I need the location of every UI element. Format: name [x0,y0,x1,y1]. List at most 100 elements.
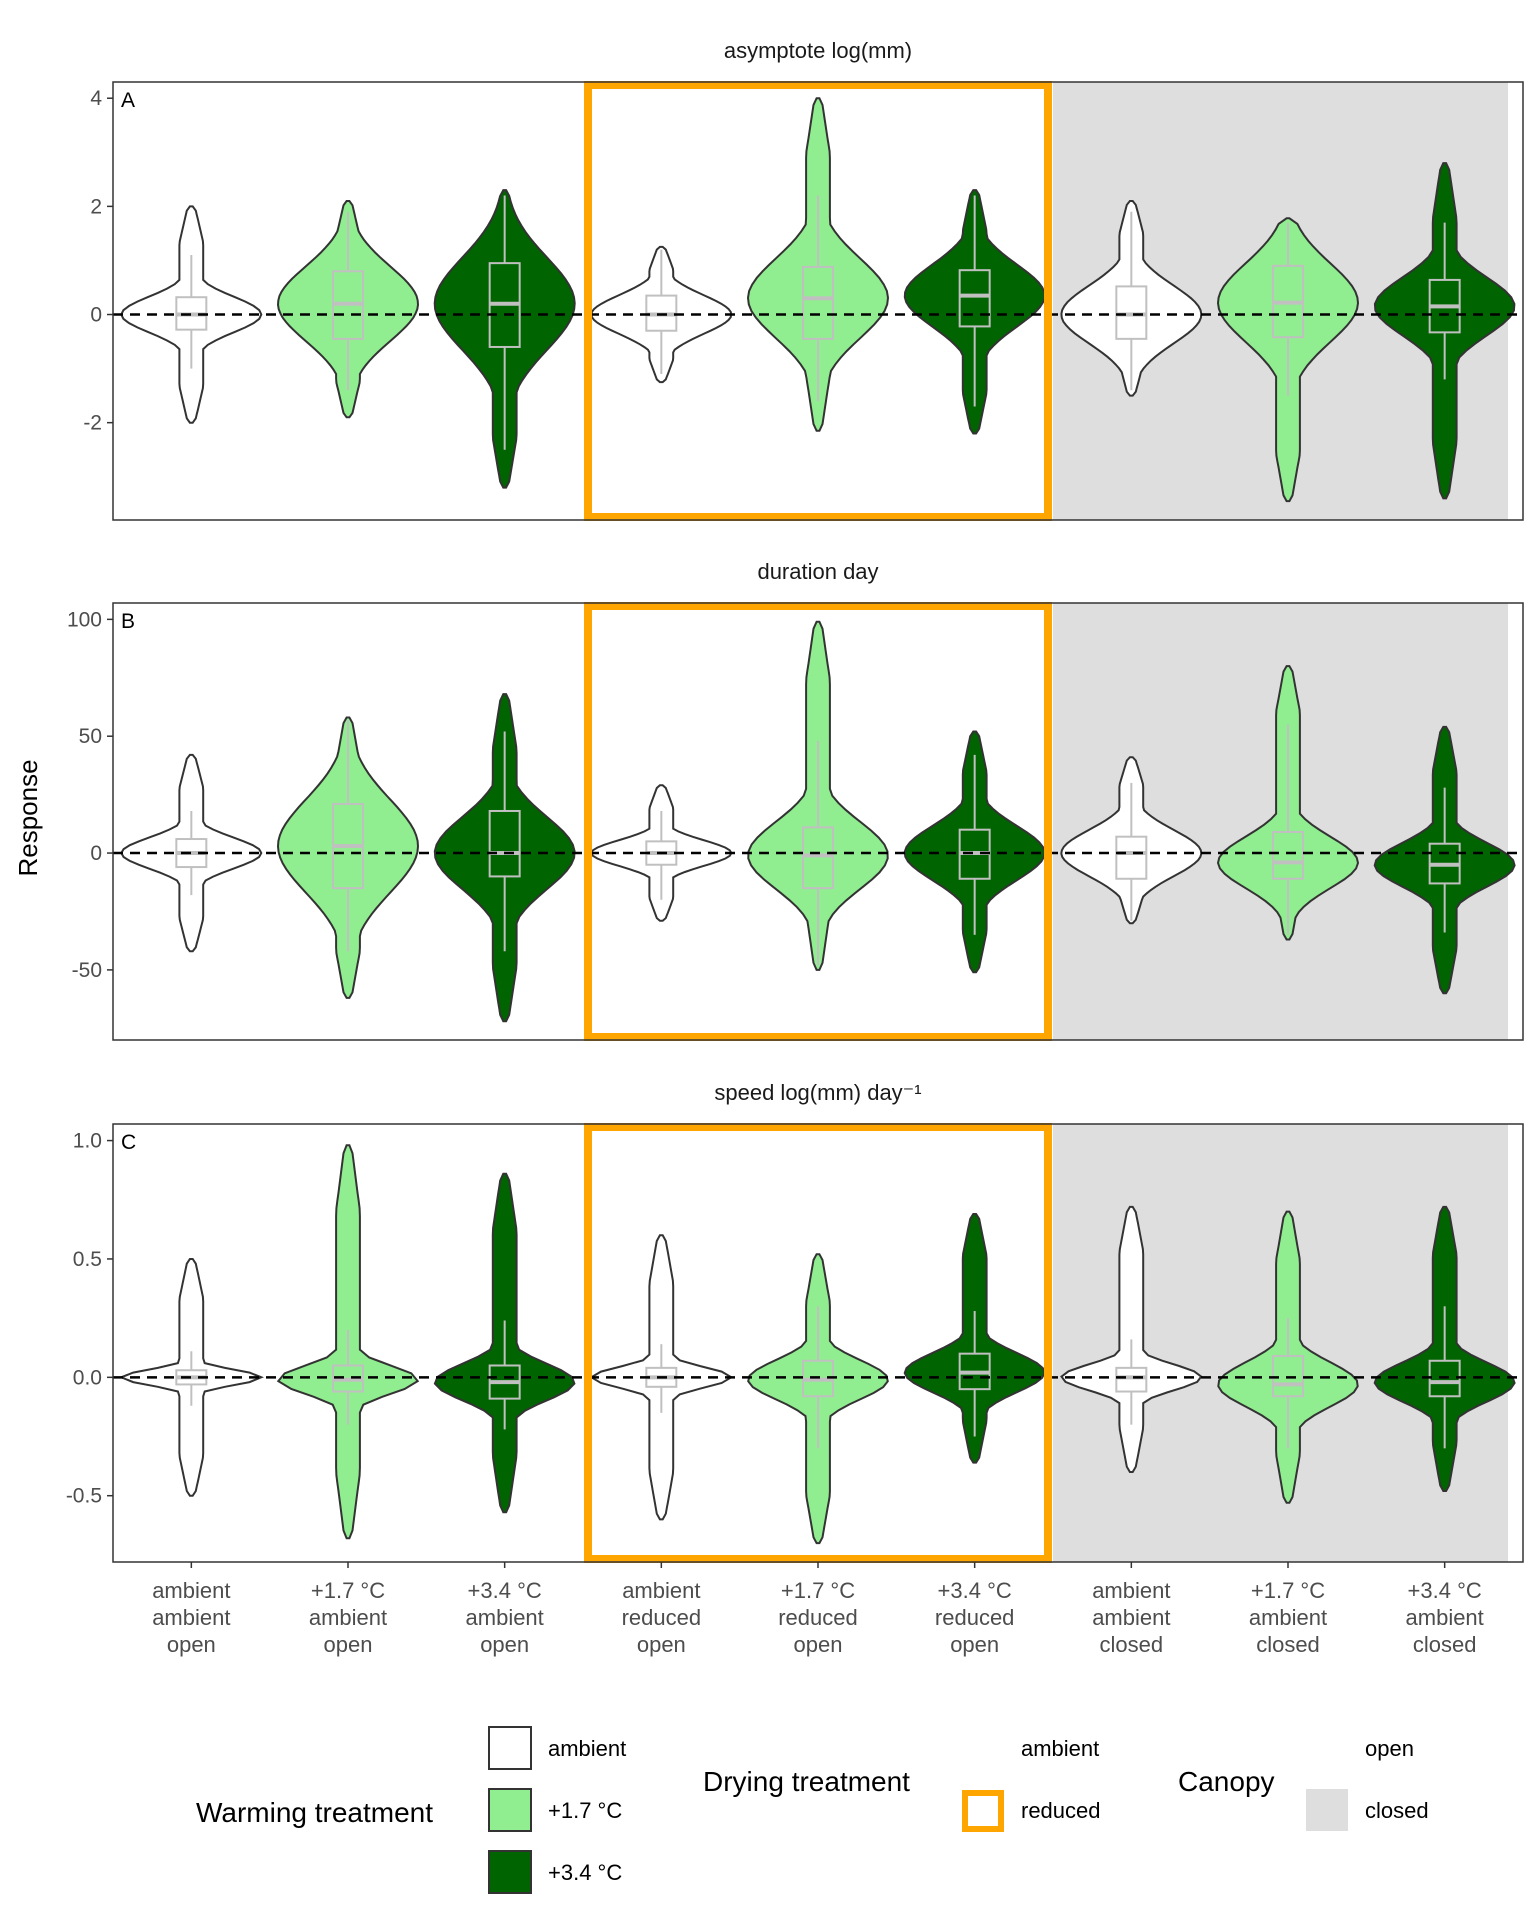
x-tick-label-warming: +1.7 °C [1251,1578,1325,1603]
x-tick-label-canopy: closed [1100,1632,1164,1657]
violin [1373,162,1516,500]
x-tick-label-canopy: open [324,1632,373,1657]
violin-group [1217,1210,1359,1504]
violin-group [1060,200,1203,397]
legend-warming-key [488,1850,532,1894]
x-tick-label-canopy: closed [1256,1632,1320,1657]
x-tick-label-canopy: closed [1413,1632,1477,1657]
legend-drying-label: ambient [1021,1736,1099,1761]
violin-group [747,620,889,971]
panel-letter: A [121,89,135,112]
x-tick-label-warming: ambient [1092,1578,1170,1603]
legend-warming-label: ambient [548,1736,626,1761]
panel-letter: C [121,1131,136,1154]
violin-group [1373,725,1516,995]
x-tick-label-warming: ambient [622,1578,700,1603]
legend-canopy-label: closed [1365,1798,1429,1823]
box [1115,1366,1148,1393]
y-tick-label: 100 [67,608,102,631]
violin-group [433,693,576,1023]
violin [276,200,420,419]
legend-warming-label: +3.4 °C [548,1860,622,1885]
panel-border [112,602,1524,1041]
y-tick-label: 50 [79,725,102,748]
drying-reduced-box [584,602,1052,1041]
violin-group [746,97,890,432]
x-tick-label-canopy: open [167,1632,216,1657]
x-tick-label-drying: ambient [152,1605,230,1630]
panel-title: speed log(mm) day⁻¹ [714,1080,921,1105]
violin-group [1060,756,1203,925]
legend: Warming treatment ambient +1.7 °C +3.4 °C Dr… [196,1726,1429,1894]
legend-drying-key [962,1790,1004,1832]
drying-reduced-box [584,81,1052,521]
x-tick-label-drying: ambient [466,1605,544,1630]
y-tick-label: -0.5 [66,1485,102,1508]
x-tick-label-drying: ambient [1406,1605,1484,1630]
x-tick-label-drying: ambient [309,1605,387,1630]
x-tick-label-warming: +1.7 °C [311,1578,385,1603]
violin-group [903,189,1046,435]
x-tick-label-warming: +3.4 °C [468,1578,542,1603]
violin-group [276,1144,420,1540]
panel-title: duration day [757,559,878,584]
panel-border [112,81,1524,521]
violin [1373,725,1516,995]
box [802,265,834,340]
violin-group [903,1213,1046,1464]
y-tick-label: 4 [90,87,102,110]
violin [433,189,576,489]
x-tick-label-warming: +3.4 °C [938,1578,1012,1603]
box [958,269,991,328]
violin-group [276,716,420,999]
x-tick-label-drying: reduced [622,1605,702,1630]
violin-group [1373,162,1516,500]
y-tick-label: 2 [90,195,102,218]
drying-reduced-box [584,1123,1052,1563]
y-tick-label: -50 [72,959,102,982]
x-tick-label-warming: +1.7 °C [781,1578,855,1603]
legend-canopy-title: Canopy [1178,1766,1275,1797]
x-tick-label-canopy: open [950,1632,999,1657]
violin-group [433,1172,576,1514]
legend-drying-title: Drying treatment [703,1766,910,1797]
legend-canopy-label: open [1365,1736,1414,1761]
x-tick-label-canopy: open [480,1632,529,1657]
x-tick-label-canopy: open [794,1632,843,1657]
violin-group [747,1253,889,1545]
y-tick-label: -2 [83,412,102,435]
violin-group [433,189,576,489]
y-axis-label: Response [13,759,43,876]
x-tick-label-drying: ambient [1249,1605,1327,1630]
panel-letter: B [121,610,135,633]
y-tick-label: 0 [90,842,102,865]
y-tick-label: 0 [90,304,102,327]
panel-A: asymptote log(mm) A4 2 0 -2 [83,38,1524,521]
panel-title: asymptote log(mm) [724,38,912,63]
box [1115,835,1148,880]
violin [1217,1210,1359,1504]
legend-warming-label: +1.7 °C [548,1798,622,1823]
violin-group [276,200,420,419]
legend-warming-title: Warming treatment [196,1797,433,1828]
legend-drying-label: reduced [1021,1798,1101,1823]
panel-C: speed log(mm) day⁻¹ C 1.0 0.5 0.0 -0.5 [66,1080,1524,1563]
x-tick-label-drying: reduced [935,1605,1015,1630]
violin-group [1060,1205,1203,1473]
y-tick-label: 0.5 [73,1248,102,1271]
box [802,826,834,890]
legend-canopy-key [1306,1789,1348,1831]
violin [433,693,576,1023]
violin [903,189,1046,435]
violin [1060,756,1203,925]
x-tick-label-drying: ambient [1092,1605,1170,1630]
x-tick-label-warming: ambient [152,1578,230,1603]
x-tick-label-canopy: open [637,1632,686,1657]
box [488,809,521,878]
y-tick-label: 1.0 [73,1130,102,1153]
x-tick-label-drying: reduced [778,1605,858,1630]
box [1272,831,1304,880]
x-tick-label-warming: +3.4 °C [1408,1578,1482,1603]
